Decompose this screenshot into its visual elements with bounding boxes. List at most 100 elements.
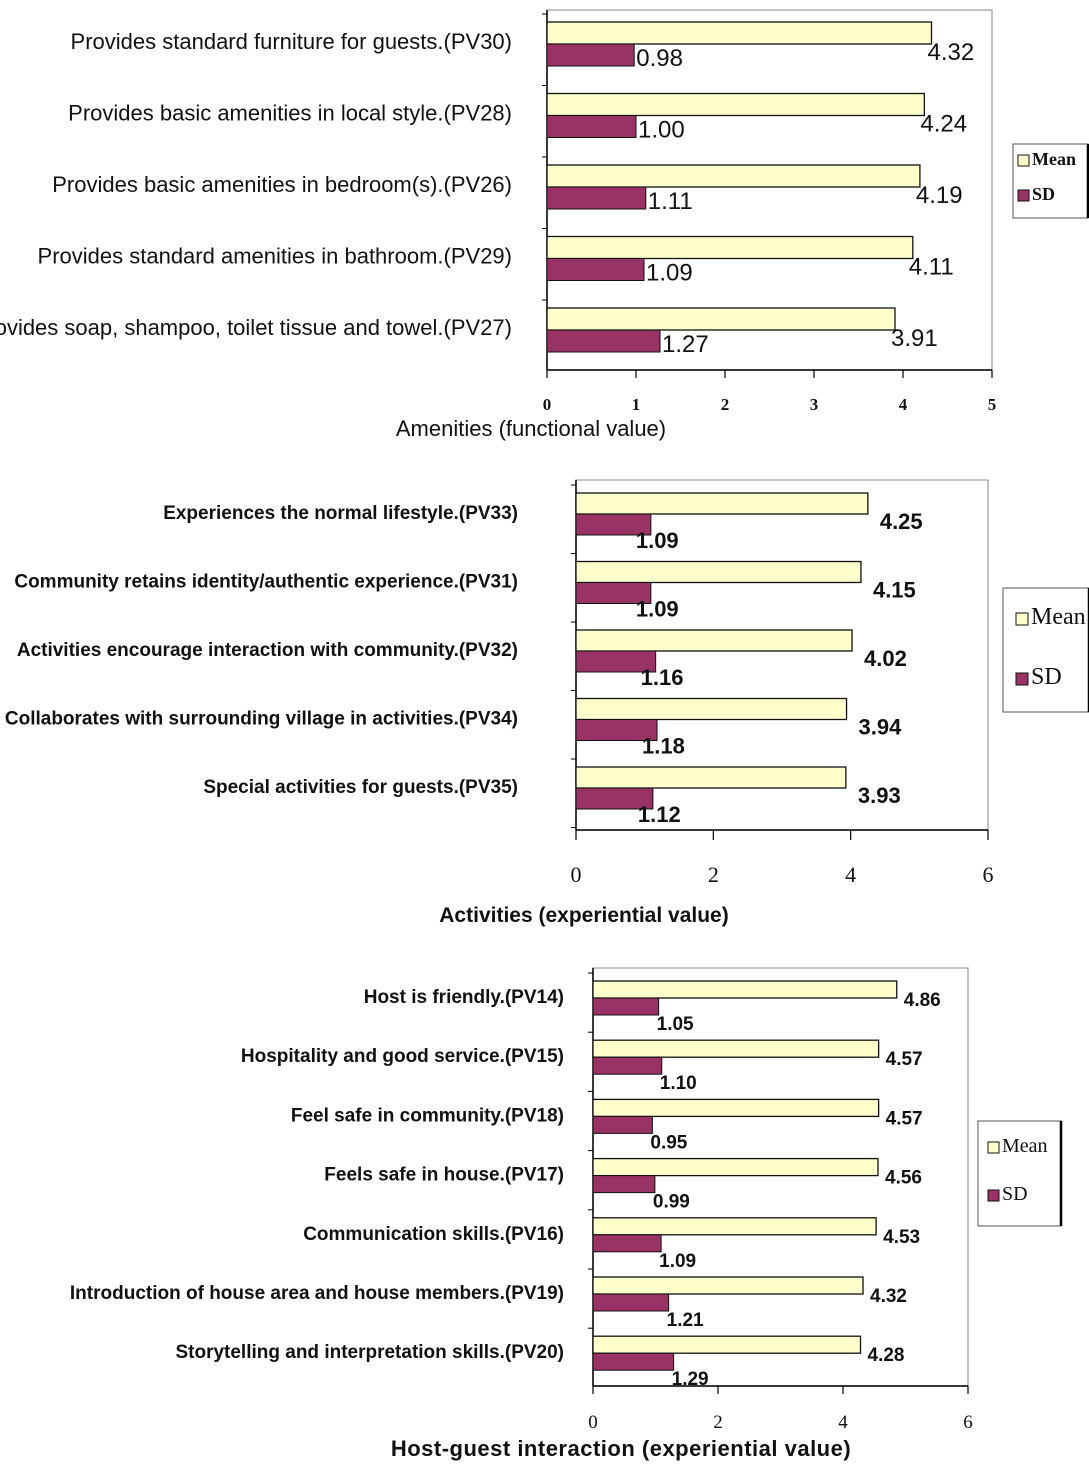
mean-bar bbox=[575, 560, 862, 584]
x-tick-label: 4 bbox=[838, 1412, 848, 1433]
x-tick-label: 2 bbox=[721, 395, 730, 414]
x-tick-label: 4 bbox=[899, 395, 908, 414]
sd-value-label: 1.09 bbox=[636, 528, 679, 553]
sd-value-label: 1.27 bbox=[662, 331, 709, 358]
x-tick-label: 2 bbox=[713, 1412, 723, 1433]
x-tick-label: 3 bbox=[810, 395, 819, 414]
legend: Mean SD bbox=[1012, 143, 1089, 219]
mean-value-label: 4.25 bbox=[880, 509, 923, 534]
legend-swatch-mean bbox=[1017, 154, 1030, 167]
x-tick-label: 0 bbox=[571, 862, 582, 887]
x-tick-label: 6 bbox=[983, 862, 994, 887]
mean-bar bbox=[546, 21, 933, 45]
category-label: Storytelling and interpretation skills.(… bbox=[175, 1342, 564, 1363]
mean-bar bbox=[546, 307, 896, 331]
x-tick-label: 2 bbox=[708, 862, 719, 887]
category-label: Activities encourage interaction with co… bbox=[17, 640, 518, 661]
mean-value-label: 4.57 bbox=[886, 1049, 923, 1070]
legend-box bbox=[1002, 587, 1089, 713]
sd-value-label: 1.12 bbox=[638, 802, 681, 827]
mean-bar bbox=[592, 1157, 879, 1177]
mean-value-label: 4.24 bbox=[920, 111, 967, 138]
mean-bar bbox=[592, 980, 898, 999]
sd-bar bbox=[546, 43, 635, 67]
mean-value-label: 3.91 bbox=[891, 325, 938, 352]
x-axis-title: Activities (experiential value) bbox=[439, 904, 728, 927]
sd-value-label: 1.09 bbox=[659, 1251, 696, 1272]
sd-value-label: 0.98 bbox=[636, 45, 683, 72]
sd-value-label: 1.21 bbox=[667, 1310, 704, 1331]
sd-bar bbox=[575, 582, 652, 604]
mean-bar bbox=[575, 629, 853, 652]
mean-value-label: 4.28 bbox=[868, 1345, 905, 1366]
x-tick-label: 5 bbox=[988, 395, 997, 414]
sd-bar bbox=[546, 186, 647, 210]
mean-bar bbox=[575, 492, 869, 515]
legend-box bbox=[977, 1120, 1062, 1227]
sd-value-label: 1.05 bbox=[657, 1014, 694, 1035]
mean-bar bbox=[592, 1217, 877, 1236]
mean-bar bbox=[592, 1276, 864, 1295]
x-axis-title: Amenities (functional value) bbox=[396, 416, 666, 441]
sd-bar bbox=[575, 650, 657, 673]
sd-bar bbox=[592, 1293, 670, 1312]
legend-label: SD bbox=[1032, 184, 1055, 204]
mean-value-label: 4.15 bbox=[873, 578, 916, 603]
category-label: Provides basic amenities in local style.… bbox=[68, 101, 512, 126]
sd-bar bbox=[546, 329, 661, 353]
mean-bar bbox=[546, 92, 926, 117]
category-label: Feel safe in community.(PV18) bbox=[291, 1105, 564, 1126]
sd-value-label: 1.18 bbox=[642, 734, 685, 759]
mean-value-label: 3.93 bbox=[858, 783, 901, 808]
category-label: Experiences the normal lifestyle.(PV33) bbox=[163, 503, 518, 524]
x-axis-title: Host-guest interaction (experiential val… bbox=[391, 1436, 851, 1461]
legend-swatch-sd bbox=[987, 1189, 1000, 1202]
category-label: Special activities for guests.(PV35) bbox=[203, 777, 518, 798]
legend-swatch-sd bbox=[1015, 672, 1029, 686]
mean-value-label: 4.57 bbox=[886, 1108, 923, 1129]
category-label: Introduction of house area and house mem… bbox=[70, 1283, 564, 1304]
x-tick-label: 4 bbox=[845, 862, 856, 887]
mean-bar bbox=[592, 1039, 880, 1058]
sd-bar bbox=[592, 997, 660, 1016]
chart-2: 0 2 4 6 Experiences the normal lifestyle.(PV… bbox=[5, 479, 1089, 927]
sd-bar bbox=[592, 1352, 675, 1371]
mean-value-label: 4.11 bbox=[909, 254, 954, 281]
mean-value-label: 4.32 bbox=[870, 1286, 907, 1307]
category-label: Host is friendly.(PV14) bbox=[364, 987, 564, 1008]
legend-swatch-mean bbox=[1015, 612, 1029, 626]
sd-value-label: 1.10 bbox=[660, 1073, 697, 1094]
mean-bar bbox=[592, 1098, 880, 1118]
sd-value-label: 1.09 bbox=[646, 260, 693, 287]
sd-bar bbox=[575, 719, 658, 741]
sd-bar bbox=[592, 1115, 653, 1134]
sd-bar bbox=[592, 1175, 656, 1194]
mean-value-label: 4.56 bbox=[885, 1168, 922, 1189]
sd-value-label: 1.00 bbox=[638, 117, 685, 144]
category-label: Provides soap, shampoo, toilet tissue an… bbox=[0, 315, 512, 340]
legend-swatch-mean bbox=[987, 1141, 1000, 1154]
chart-3: 0 2 4 6 Host is friendly.(PV14) 4.86 1.05 Hospi… bbox=[70, 967, 1063, 1461]
legend-label: Mean bbox=[1002, 1135, 1048, 1157]
legend-swatch-sd bbox=[1017, 189, 1030, 202]
mean-value-label: 4.53 bbox=[883, 1227, 920, 1248]
legend: Mean SD bbox=[977, 1120, 1063, 1227]
legend-label: Mean bbox=[1032, 149, 1076, 169]
mean-bar bbox=[546, 235, 914, 260]
mean-value-label: 4.32 bbox=[927, 39, 974, 66]
legend-label: Mean bbox=[1031, 604, 1086, 630]
category-label: Provides basic amenities in bedroom(s).(… bbox=[52, 172, 512, 197]
mean-bar bbox=[592, 1335, 862, 1354]
sd-bar bbox=[575, 787, 654, 810]
sd-bar bbox=[592, 1056, 663, 1075]
sd-value-label: 0.99 bbox=[653, 1192, 690, 1213]
sd-bar bbox=[592, 1234, 662, 1253]
category-label: Provides standard furniture for guests.(… bbox=[71, 29, 512, 54]
sd-bar bbox=[575, 513, 652, 536]
category-label: Hospitality and good service.(PV15) bbox=[241, 1046, 564, 1067]
sd-value-label: 1.09 bbox=[636, 597, 679, 622]
category-label: Collaborates with surrounding village in… bbox=[5, 709, 518, 730]
x-tick-label: 0 bbox=[588, 1412, 598, 1433]
